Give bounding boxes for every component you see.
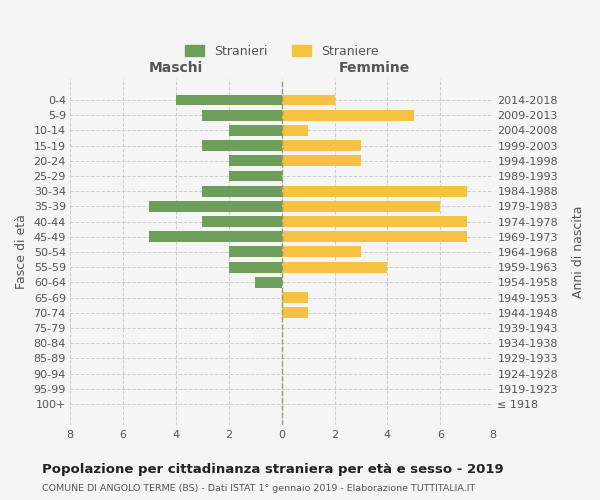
Bar	[281, 292, 308, 303]
Bar	[149, 201, 281, 212]
Text: Popolazione per cittadinanza straniera per età e sesso - 2019: Popolazione per cittadinanza straniera p…	[42, 462, 503, 475]
Bar	[281, 216, 467, 227]
Text: Maschi: Maschi	[149, 62, 203, 76]
Bar	[281, 140, 361, 151]
Bar	[229, 156, 281, 166]
Bar	[202, 140, 281, 151]
Legend: Stranieri, Straniere: Stranieri, Straniere	[180, 40, 383, 63]
Bar	[281, 308, 308, 318]
Bar	[281, 246, 361, 258]
Bar	[202, 216, 281, 227]
Bar	[281, 201, 440, 212]
Text: COMUNE DI ANGOLO TERME (BS) - Dati ISTAT 1° gennaio 2019 - Elaborazione TUTTITAL: COMUNE DI ANGOLO TERME (BS) - Dati ISTAT…	[42, 484, 475, 493]
Bar	[281, 262, 388, 272]
Bar	[255, 277, 281, 288]
Bar	[281, 186, 467, 196]
Bar	[229, 262, 281, 272]
Bar	[202, 186, 281, 196]
Y-axis label: Anni di nascita: Anni di nascita	[572, 206, 585, 298]
Bar	[281, 232, 467, 242]
Bar	[202, 110, 281, 120]
Bar	[281, 110, 414, 120]
Bar	[229, 170, 281, 181]
Bar	[229, 246, 281, 258]
Text: Femmine: Femmine	[339, 62, 410, 76]
Bar	[281, 125, 308, 136]
Bar	[229, 125, 281, 136]
Bar	[281, 94, 335, 106]
Bar	[149, 232, 281, 242]
Bar	[176, 94, 281, 106]
Bar	[281, 156, 361, 166]
Y-axis label: Fasce di età: Fasce di età	[15, 214, 28, 290]
